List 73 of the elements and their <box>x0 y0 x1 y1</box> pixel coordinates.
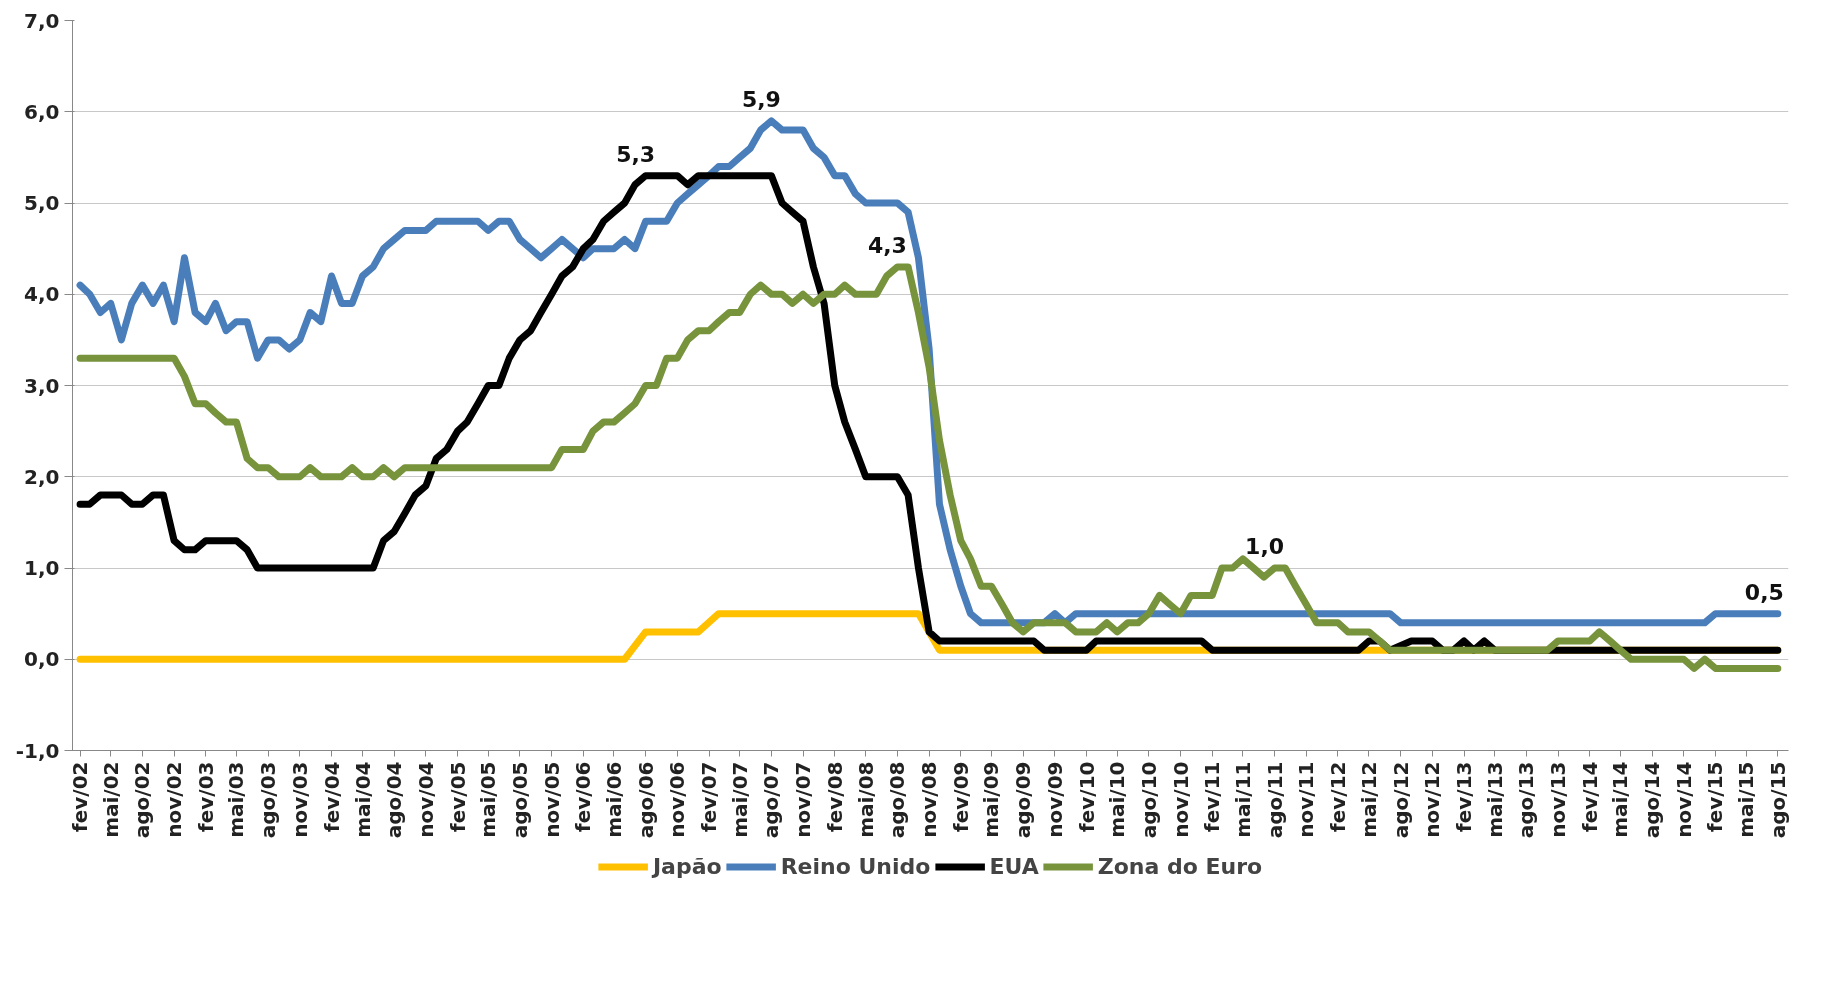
x-tick-label: nov/07 <box>791 761 816 838</box>
y-tick-label: 0,0 <box>24 647 60 672</box>
x-tick-label: fev/10 <box>1074 761 1099 832</box>
x-tick-label: ago/15 <box>1765 761 1790 839</box>
x-tick-label: ago/13 <box>1514 761 1539 839</box>
x-tick-label: nov/13 <box>1546 761 1571 838</box>
x-tick-label: mai/08 <box>853 761 878 838</box>
x-tick-label: mai/09 <box>979 761 1004 838</box>
x-tick-label: mai/06 <box>601 761 626 838</box>
x-tick-label: ago/03 <box>256 761 281 839</box>
x-tick-label: nov/03 <box>287 761 312 838</box>
x-tick-label: fev/09 <box>948 761 973 832</box>
x-tick-label: fev/14 <box>1577 761 1602 832</box>
x-tick-label: nov/04 <box>413 761 438 838</box>
y-tick-label: 4,0 <box>24 282 60 307</box>
x-tick-label: ago/14 <box>1640 761 1665 839</box>
legend-label: Reino Unido <box>780 853 931 879</box>
x-tick-label: mai/03 <box>224 761 249 838</box>
x-tick-label: ago/11 <box>1262 761 1287 839</box>
y-tick-label: 2,0 <box>24 464 60 489</box>
x-tick-label: fev/08 <box>822 761 847 832</box>
x-tick-label: fev/15 <box>1703 761 1728 832</box>
x-tick-label: nov/09 <box>1042 761 1067 838</box>
x-tick-label: ago/07 <box>759 761 784 839</box>
x-tick-label: nov/05 <box>539 761 564 838</box>
x-tick-label: nov/08 <box>917 761 942 838</box>
x-tick-label: fev/02 <box>68 761 93 832</box>
x-tick-label: mai/02 <box>98 761 123 838</box>
x-tick-label: ago/04 <box>382 761 407 839</box>
annotation: 0,5 <box>1744 579 1784 605</box>
y-tick-label: 1,0 <box>24 556 60 580</box>
x-tick-label: ago/12 <box>1388 761 1413 839</box>
x-tick-label: mai/10 <box>1105 761 1130 838</box>
x-tick-label: ago/08 <box>885 761 910 839</box>
annotation: 1,0 <box>1245 534 1285 559</box>
x-tick-label: ago/10 <box>1136 761 1161 839</box>
x-tick-label: ago/05 <box>507 761 532 839</box>
x-tick-label: mai/12 <box>1356 761 1381 838</box>
x-tick-label: nov/14 <box>1671 761 1696 838</box>
annotation: 4,3 <box>867 232 907 258</box>
x-tick-label: nov/06 <box>665 761 690 838</box>
annotation: 5,9 <box>741 86 781 112</box>
legend-label: Zona do Euro <box>1097 853 1263 879</box>
x-tick-label: nov/11 <box>1294 761 1319 838</box>
annotation: 5,3 <box>616 141 656 167</box>
x-tick-label: nov/02 <box>162 761 187 838</box>
x-tick-label: ago/06 <box>633 761 658 839</box>
legend-label: EUA <box>989 853 1039 879</box>
y-tick-label: -1,0 <box>15 738 60 763</box>
y-tick-label: 5,0 <box>24 191 60 215</box>
y-tick-label: 7,0 <box>24 8 60 33</box>
x-tick-label: mai/11 <box>1230 761 1255 838</box>
x-tick-label: fev/04 <box>319 761 344 832</box>
x-tick-label: mai/07 <box>727 761 752 838</box>
x-tick-label: mai/05 <box>476 761 501 838</box>
y-tick-label: 6,0 <box>24 99 60 124</box>
legend-label: Japão <box>652 853 722 879</box>
x-tick-label: fev/11 <box>1200 761 1225 832</box>
x-tick-label: nov/12 <box>1420 761 1445 838</box>
x-tick-label: mai/13 <box>1482 761 1507 838</box>
x-tick-label: fev/05 <box>445 761 470 832</box>
x-tick-label: fev/07 <box>697 761 722 832</box>
x-tick-label: nov/10 <box>1168 761 1193 838</box>
y-tick-label: 3,0 <box>24 373 60 398</box>
x-tick-label: ago/09 <box>1011 761 1036 839</box>
x-tick-label: fev/12 <box>1325 761 1350 832</box>
x-tick-label: mai/15 <box>1734 761 1759 838</box>
x-tick-label: fev/13 <box>1452 761 1477 832</box>
x-tick-label: ago/02 <box>130 761 155 839</box>
x-tick-label: fev/03 <box>193 761 218 832</box>
x-tick-label: mai/14 <box>1608 761 1633 838</box>
x-tick-label: mai/04 <box>350 761 375 838</box>
x-tick-label: fev/06 <box>571 761 596 832</box>
